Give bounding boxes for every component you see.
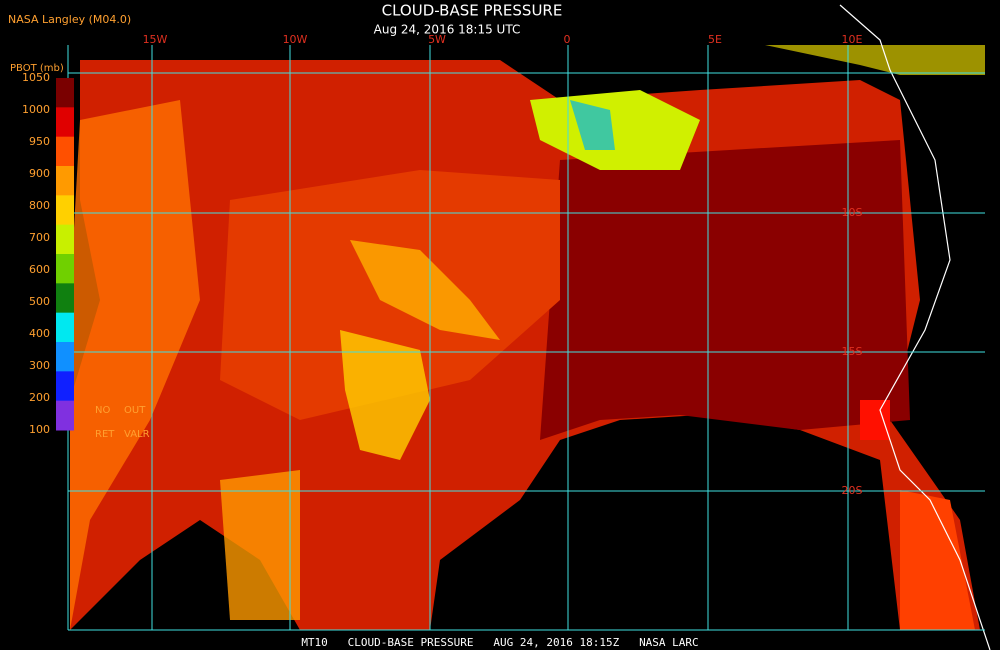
legend-tick-label: 1050 — [22, 71, 50, 84]
legend-swatch — [56, 195, 74, 226]
legend-tick-label: 800 — [29, 199, 50, 212]
legend-swatch — [56, 107, 74, 138]
legend-swatch — [56, 254, 74, 284]
subtitle: Aug 24, 2016 18:15 UTC — [374, 23, 521, 37]
longitude-label: 0 — [564, 33, 571, 46]
legend-tick-label: 950 — [29, 135, 50, 148]
legend-tick-label: 400 — [29, 327, 50, 340]
legend-swatch — [56, 78, 74, 108]
legend-note: OUT — [124, 405, 146, 416]
legend-swatch — [56, 312, 74, 343]
legend-tick-label: 700 — [29, 231, 50, 244]
legend-swatch — [56, 400, 74, 431]
legend-swatch — [56, 224, 74, 255]
legend-tick-label: 200 — [29, 391, 50, 404]
latitude-label: 15S — [842, 345, 863, 358]
source-label: NASA Langley (M04.0) — [8, 13, 131, 26]
legend-swatch — [56, 371, 74, 402]
longitude-label: 5E — [708, 33, 722, 46]
legend-swatch — [56, 283, 74, 314]
longitude-label: 10E — [842, 33, 863, 46]
cloud-field — [70, 45, 985, 630]
longitude-label: 10W — [283, 33, 308, 46]
longitude-label: 15W — [143, 33, 168, 46]
legend-swatch — [56, 166, 74, 196]
legend-tick-label: 1000 — [22, 103, 50, 116]
coastline — [839, 4, 991, 650]
legend-swatch — [56, 136, 74, 167]
legend-tick-label: 100 — [29, 423, 50, 436]
title: CLOUD-BASE PRESSURE — [382, 2, 563, 20]
legend-swatch — [56, 342, 74, 372]
footer: MT10 CLOUD-BASE PRESSURE AUG 24, 2016 18… — [301, 636, 698, 649]
latitude-label: 10S — [842, 206, 863, 219]
legend-tick-label: 900 — [29, 167, 50, 180]
legend-tick-label: 500 — [29, 295, 50, 308]
legend-note: VALR — [124, 429, 150, 440]
longitude-label: 5W — [428, 33, 446, 46]
legend-tick-label: 600 — [29, 263, 50, 276]
legend-tick-label: 300 — [29, 359, 50, 372]
latitude-label: 20S — [842, 484, 863, 497]
legend-title: PBOT (mb) — [10, 63, 64, 74]
legend-note: NO — [95, 405, 110, 416]
legend-note: RET — [95, 429, 115, 440]
